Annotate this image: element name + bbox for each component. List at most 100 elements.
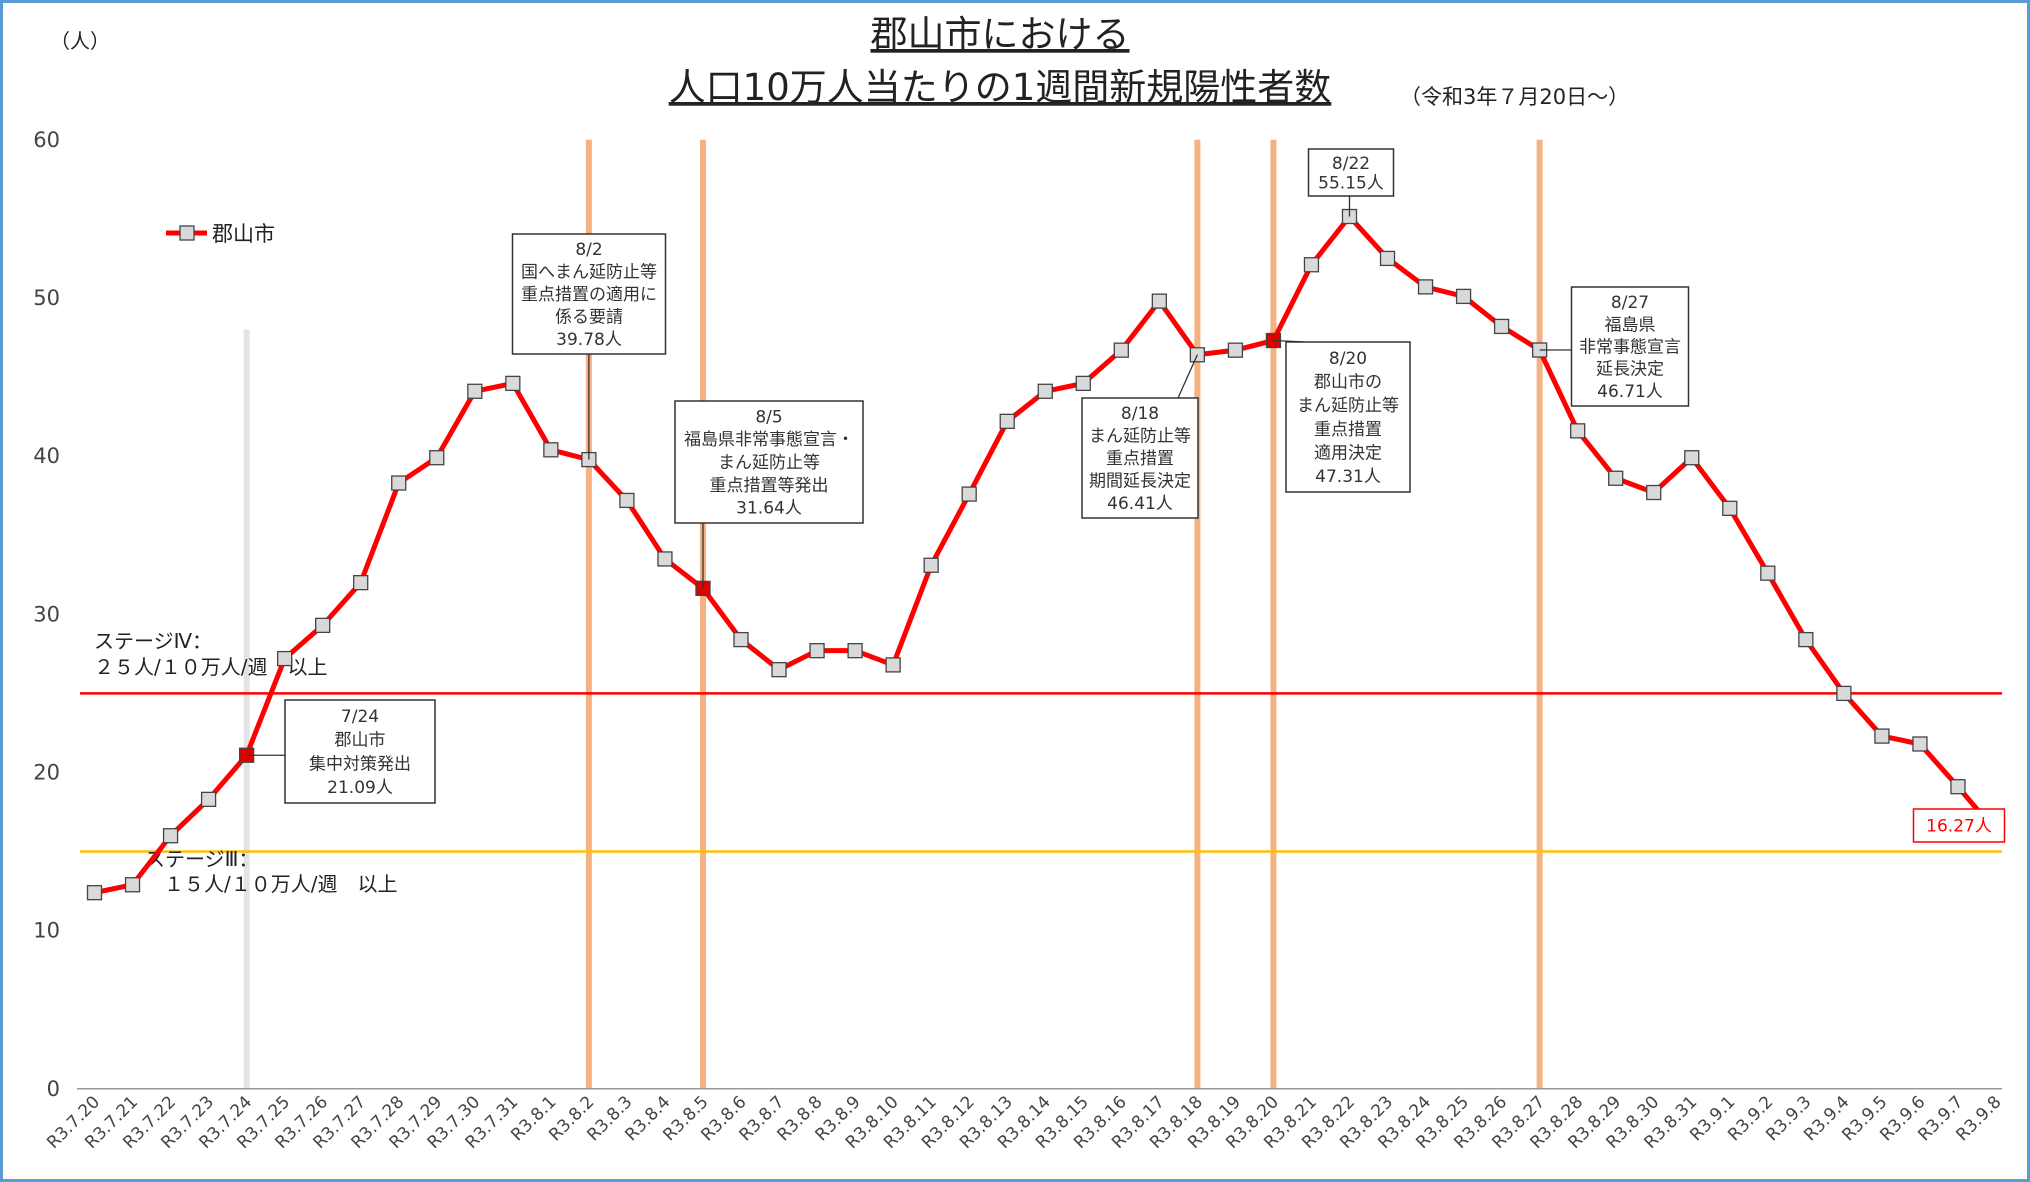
marker [391,475,407,491]
marker [1303,257,1320,273]
marker [999,413,1015,429]
callout-box [1081,397,1199,519]
marker [771,662,787,678]
chart-subtitle: 人口10万人当たりの1週間新規陽性者数 [669,66,1332,109]
marker [733,631,749,648]
callout-text: 集中対策発出 [309,754,411,774]
marker [1227,342,1244,358]
marker [1950,779,1966,795]
marker [847,643,863,659]
y-tick-label: 50 [33,286,60,310]
legend-label: 郡山市 [212,222,275,246]
marker [1912,736,1928,752]
marker [1379,250,1396,267]
marker [809,643,825,659]
marker [1113,342,1129,358]
marker [353,575,369,591]
legend-marker [179,225,195,241]
marker [1493,318,1510,335]
marker [86,885,103,901]
marker [619,492,635,509]
chart-title: 郡山市における [871,13,1130,56]
callout-text: 46.71人 [1597,382,1663,402]
callout-text: 8/22 [1332,154,1370,174]
marker [1417,279,1434,295]
marker [1570,423,1586,439]
callout-text: 39.78人 [556,330,622,350]
callout-text: 係る要請 [555,307,623,327]
callout-box [1307,148,1395,197]
callout-text: 福島県非常事態宣言・ [684,430,854,450]
marker [505,375,521,392]
callout-box [1285,341,1411,493]
callout-text: 延長決定 [1596,360,1664,380]
marker [1798,631,1814,648]
marker [1151,293,1167,309]
callout-box [511,233,667,355]
callout-text: まん延防止等 [718,453,820,473]
marker [200,791,217,808]
y-tick-label: 20 [33,760,60,784]
marker [657,551,673,567]
callout-text: 8/5 [755,407,782,427]
callout-pointer [1177,354,1198,399]
callout-text: 福島県 [1605,315,1656,335]
marker [1874,728,1890,744]
marker [1722,500,1738,516]
callout-box [1912,808,2006,843]
y-axis-label: （人） [50,29,110,53]
marker [885,657,901,673]
marker [1646,484,1662,501]
callout-text: 46.41人 [1107,494,1173,514]
callout-text: 重点措置 [1314,420,1382,440]
reference-label: １５人/１０万人/週 以上 [164,872,397,896]
y-tick-label: 60 [33,128,60,152]
reference-label: ステージⅣ： [94,629,212,653]
callout-box [674,400,864,524]
callout-text: 非常事態宣言 [1579,338,1681,358]
marker [1037,383,1053,399]
marker [276,650,293,667]
callout-text: 8/18 [1121,404,1159,424]
chart-note: （令和3年７月20日～） [1400,85,1629,109]
callout-text: 8/20 [1329,349,1367,369]
callout-text: 郡山市の [1314,373,1382,393]
marker [1455,288,1472,305]
callout-text: 7/24 [341,707,379,727]
marker [467,383,483,399]
callout-text: 重点措置 [1106,449,1174,469]
marker [1075,375,1091,392]
callout-text: 重点措置等発出 [710,476,829,496]
callout-text: まん延防止等 [1089,427,1191,447]
callout-text: 31.64人 [736,499,802,519]
callout-text: 8/27 [1611,293,1649,313]
callout-text: 16.27人 [1926,817,1992,837]
marker [543,442,559,458]
callout-text: 8/2 [575,240,602,260]
marker [124,877,141,893]
marker [315,617,331,634]
marker [1608,470,1624,486]
callout-text: 47.31人 [1315,467,1381,487]
y-tick-label: 30 [33,602,60,626]
y-tick-label: 40 [33,444,60,468]
marker [1760,565,1776,581]
callout-text: 適用決定 [1314,444,1382,464]
reference-label: ２５人/１０万人/週 以上 [94,655,327,679]
marker [1684,450,1700,466]
marker [1836,685,1852,702]
marker [429,450,445,466]
y-tick-label: 10 [33,919,60,943]
callout-box [1570,286,1690,407]
y-tick-label: 0 [47,1077,60,1101]
callout-text: 国へまん延防止等 [521,263,657,283]
marker [923,557,939,573]
callout-text: 55.15人 [1318,173,1384,193]
marker [961,486,977,502]
callout-text: 期間延長決定 [1089,471,1191,491]
callout-text: 郡山市 [335,731,386,751]
reference-label: ステージⅢ： [145,847,258,871]
